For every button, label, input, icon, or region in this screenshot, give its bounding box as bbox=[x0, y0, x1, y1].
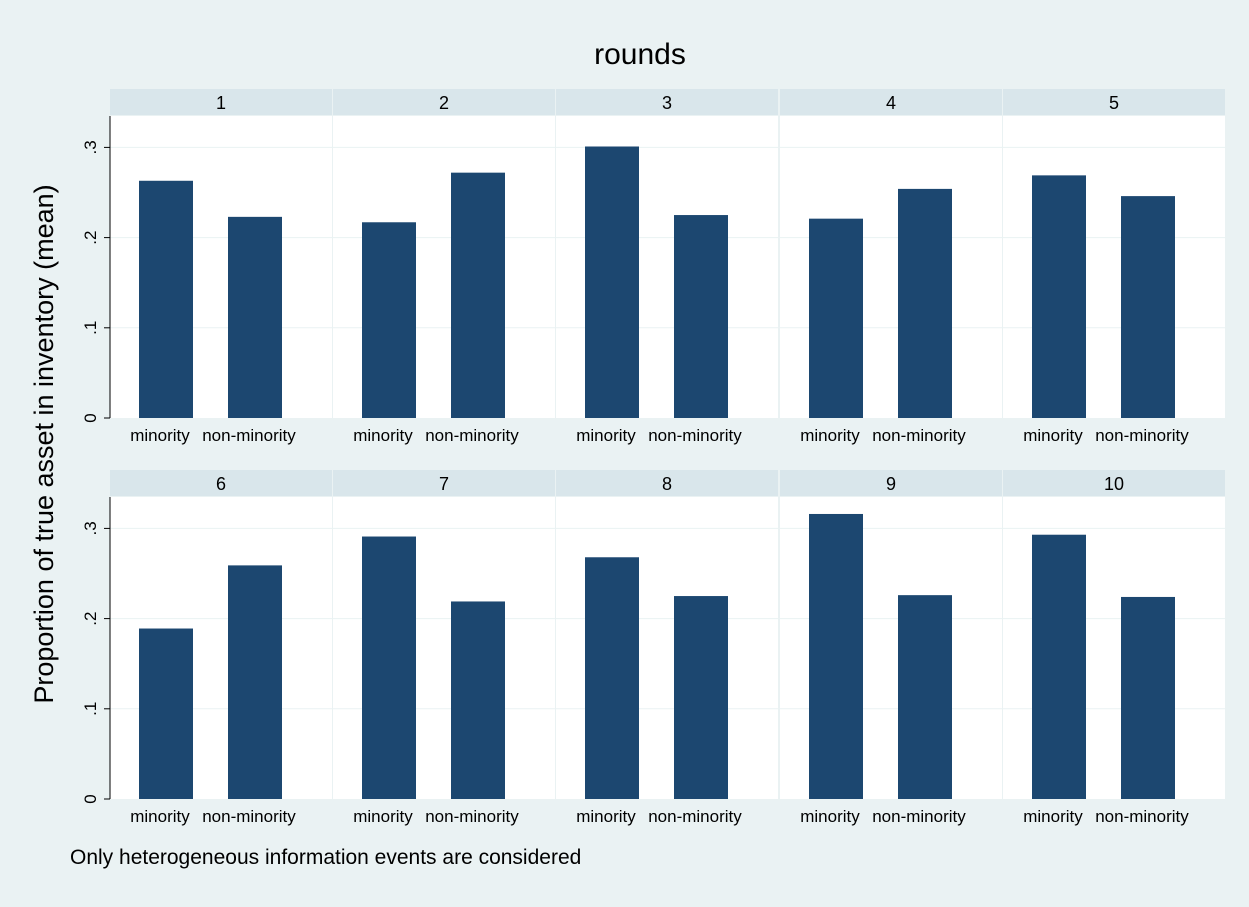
category-tick-label: non-minority bbox=[872, 807, 966, 826]
bar-non-minority bbox=[898, 188, 952, 418]
category-tick-label: minority bbox=[800, 807, 860, 826]
bar-minority bbox=[585, 557, 639, 799]
category-tick-label: non-minority bbox=[872, 426, 966, 445]
panel-header bbox=[110, 89, 332, 115]
bar-non-minority bbox=[451, 172, 505, 418]
bar-minority bbox=[809, 218, 863, 418]
bar-minority bbox=[1032, 534, 1086, 799]
bar-minority bbox=[362, 536, 416, 799]
panel-header bbox=[1003, 470, 1225, 496]
bar-non-minority bbox=[1121, 196, 1175, 418]
panel-header-label: 4 bbox=[886, 93, 896, 113]
category-tick-label: non-minority bbox=[648, 807, 742, 826]
bar-minority bbox=[809, 513, 863, 799]
category-tick-label: non-minority bbox=[1095, 426, 1189, 445]
panel-header-label: 1 bbox=[216, 93, 226, 113]
chart-title: rounds bbox=[594, 38, 686, 71]
y-tick-label: 0 bbox=[81, 413, 100, 422]
panel-header bbox=[110, 470, 332, 496]
panel-header-label: 6 bbox=[216, 474, 226, 494]
panel-header bbox=[780, 470, 1002, 496]
panel-header bbox=[333, 89, 555, 115]
category-tick-label: minority bbox=[1023, 807, 1083, 826]
chart-note: Only heterogeneous information events ar… bbox=[70, 846, 581, 869]
panels-group: 1 minority non-minority 0 .1 .2 .3 2 minority non… bbox=[81, 89, 1225, 826]
category-tick-label: non-minority bbox=[425, 426, 519, 445]
bar-non-minority bbox=[898, 595, 952, 799]
y-tick-label: .1 bbox=[81, 702, 100, 716]
y-tick-label: .2 bbox=[81, 612, 100, 626]
y-tick-label: .2 bbox=[81, 231, 100, 245]
bar-minority bbox=[139, 180, 193, 418]
panel-header bbox=[333, 470, 555, 496]
bar-non-minority bbox=[1121, 596, 1175, 799]
category-tick-label: non-minority bbox=[648, 426, 742, 445]
y-tick-label: .3 bbox=[81, 140, 100, 154]
bar-minority bbox=[139, 628, 193, 799]
bar-minority bbox=[1032, 175, 1086, 418]
panel-header-label: 9 bbox=[886, 474, 896, 494]
panel-header-label: 8 bbox=[662, 474, 672, 494]
panel-header bbox=[780, 89, 1002, 115]
bar-non-minority bbox=[228, 565, 282, 799]
category-tick-label: minority bbox=[1023, 426, 1083, 445]
y-axis-title: Proportion of true asset in inventory (m… bbox=[29, 184, 59, 703]
category-tick-label: minority bbox=[576, 807, 636, 826]
category-tick-label: minority bbox=[130, 426, 190, 445]
category-tick-label: non-minority bbox=[1095, 807, 1189, 826]
bar-minority bbox=[585, 146, 639, 419]
panel-header-label: 7 bbox=[439, 474, 449, 494]
y-tick-label: 0 bbox=[81, 794, 100, 803]
panel-header-label: 10 bbox=[1104, 474, 1124, 494]
panel-header bbox=[1003, 89, 1225, 115]
panel-header-label: 2 bbox=[439, 93, 449, 113]
y-tick-label: .3 bbox=[81, 521, 100, 535]
category-tick-label: minority bbox=[800, 426, 860, 445]
bar-non-minority bbox=[674, 596, 728, 799]
bar-non-minority bbox=[674, 215, 728, 418]
panel-header bbox=[556, 89, 778, 115]
category-tick-label: minority bbox=[576, 426, 636, 445]
panel-header-label: 3 bbox=[662, 93, 672, 113]
panel-header-label: 5 bbox=[1109, 93, 1119, 113]
category-tick-label: minority bbox=[353, 807, 413, 826]
bar-non-minority bbox=[451, 601, 505, 799]
panel-header bbox=[556, 470, 778, 496]
category-tick-label: minority bbox=[353, 426, 413, 445]
y-tick-label: .1 bbox=[81, 321, 100, 335]
bar-non-minority bbox=[228, 216, 282, 418]
category-tick-label: minority bbox=[130, 807, 190, 826]
category-tick-label: non-minority bbox=[202, 426, 296, 445]
category-tick-label: non-minority bbox=[202, 807, 296, 826]
bar-minority bbox=[362, 222, 416, 418]
category-tick-label: non-minority bbox=[425, 807, 519, 826]
